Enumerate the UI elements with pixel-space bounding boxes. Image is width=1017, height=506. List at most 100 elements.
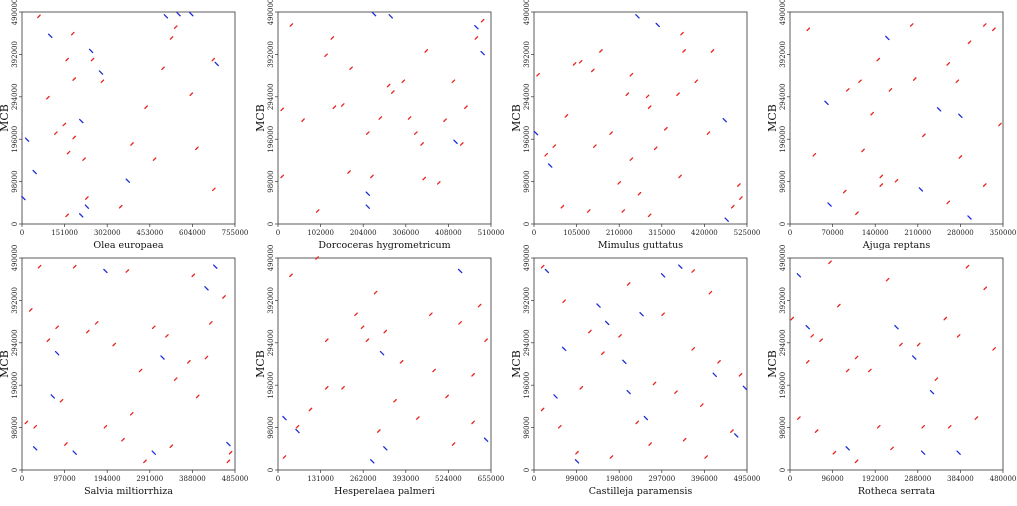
x-tick-label: 288000 <box>904 475 931 483</box>
x-tick-label: 0 <box>532 229 536 237</box>
blue-match-point <box>176 11 181 17</box>
red-match-point <box>691 269 696 273</box>
x-axis-label: Rotheca serrata <box>858 486 935 497</box>
y-axis-label: MCB <box>0 104 11 132</box>
y-tick-label: 98000 <box>779 170 787 192</box>
blue-match-point <box>370 459 375 464</box>
red-match-point <box>854 459 859 464</box>
red-match-point <box>888 88 893 92</box>
dotplot-panel-3: 0 105000 210000 315000 420000 525000 0 98000 196… <box>510 0 760 251</box>
blue-match-point <box>125 178 131 183</box>
blue-match-point <box>574 459 580 464</box>
x-tick-label: 96000 <box>821 475 843 483</box>
blue-match-point <box>32 169 37 175</box>
red-match-point <box>341 385 345 390</box>
red-match-point <box>458 321 462 325</box>
red-match-point <box>451 442 456 446</box>
red-match-point <box>324 385 329 390</box>
blue-match-point <box>457 268 463 274</box>
x-tick-label: 131000 <box>307 475 334 483</box>
red-match-point <box>618 334 622 338</box>
y-tick-label: 0 <box>779 468 787 472</box>
y-tick-label: 392000 <box>779 41 787 68</box>
red-match-point <box>37 14 41 19</box>
blue-match-point <box>383 446 388 451</box>
red-match-point <box>55 325 59 330</box>
red-match-point <box>879 183 884 187</box>
red-match-point <box>112 342 117 347</box>
x-tick-label: 315000 <box>648 229 675 237</box>
red-match-point <box>125 269 130 273</box>
y-tick-label: 196000 <box>267 126 275 153</box>
blue-match-point <box>453 139 458 145</box>
blue-match-point <box>365 204 371 209</box>
blue-match-point <box>655 22 660 28</box>
x-tick-label: 604000 <box>179 229 206 237</box>
x-tick-label: 280000 <box>947 229 974 237</box>
y-tick-label: 98000 <box>779 416 787 438</box>
red-match-point <box>415 416 420 420</box>
x-tick-label: 495000 <box>734 475 761 483</box>
blue-match-point <box>212 264 218 269</box>
x-tick-label: 204000 <box>350 229 377 237</box>
red-match-point <box>738 372 743 377</box>
red-match-point <box>879 174 884 179</box>
x-tick-label: 151000 <box>51 229 78 237</box>
red-match-point <box>72 264 77 269</box>
x-axis-label: Castilleja paramensis <box>589 486 693 497</box>
y-tick-label: 196000 <box>779 372 787 399</box>
blue-match-point <box>103 268 108 274</box>
red-match-point <box>226 459 231 464</box>
red-match-point <box>899 342 903 347</box>
blue-match-point <box>163 14 169 19</box>
y-axis-label: MCB <box>766 350 779 378</box>
x-tick-label: 655000 <box>478 475 505 483</box>
red-match-point <box>459 142 464 146</box>
red-match-point <box>870 111 875 116</box>
x-tick-label: 0 <box>788 475 792 483</box>
red-match-point <box>401 79 406 84</box>
x-tick-label: 0 <box>788 229 792 237</box>
red-match-point <box>717 359 721 364</box>
red-match-point <box>540 264 545 269</box>
y-tick-label: 196000 <box>267 372 275 399</box>
x-tick-label: 408000 <box>435 229 462 237</box>
red-match-point <box>876 424 881 429</box>
blue-match-point <box>78 213 84 218</box>
blue-match-point <box>32 446 38 451</box>
dotplot-panel-7: 0 99000 198000 297000 396000 495000 0 98000 1960… <box>510 245 760 497</box>
blue-match-point <box>78 118 84 124</box>
red-match-point <box>946 200 951 205</box>
red-match-point <box>552 144 557 148</box>
y-tick-label: 196000 <box>11 126 19 153</box>
red-match-point <box>332 105 337 110</box>
red-match-point <box>998 122 1002 127</box>
red-match-point <box>706 131 711 135</box>
red-match-point <box>946 62 951 66</box>
red-match-point <box>191 273 196 278</box>
blue-match-point <box>483 437 489 442</box>
x-tick-label: 291000 <box>136 475 163 483</box>
red-match-point <box>121 437 125 442</box>
x-tick-label: 297000 <box>648 475 675 483</box>
red-match-point <box>609 131 613 135</box>
red-match-point <box>85 196 89 200</box>
red-match-point <box>100 79 105 84</box>
red-match-point <box>790 316 795 321</box>
y-tick-label: 392000 <box>523 287 531 314</box>
red-match-point <box>739 196 743 200</box>
y-tick-label: 98000 <box>11 416 19 438</box>
red-match-point <box>365 338 370 343</box>
x-tick-label: 510000 <box>478 229 505 237</box>
red-match-point <box>635 420 640 425</box>
blue-match-point <box>282 415 287 421</box>
red-match-point <box>699 403 704 407</box>
plot-frame <box>789 257 1004 471</box>
dotplot-panel-6: 0 131000 262000 393000 524000 655000 0 98000 196… <box>254 245 504 497</box>
red-match-point <box>301 118 305 123</box>
blue-match-point <box>885 35 890 41</box>
y-axis-label: MCB <box>254 350 267 378</box>
red-match-point <box>710 49 715 53</box>
red-match-point <box>943 316 948 321</box>
blue-match-point <box>827 202 832 207</box>
